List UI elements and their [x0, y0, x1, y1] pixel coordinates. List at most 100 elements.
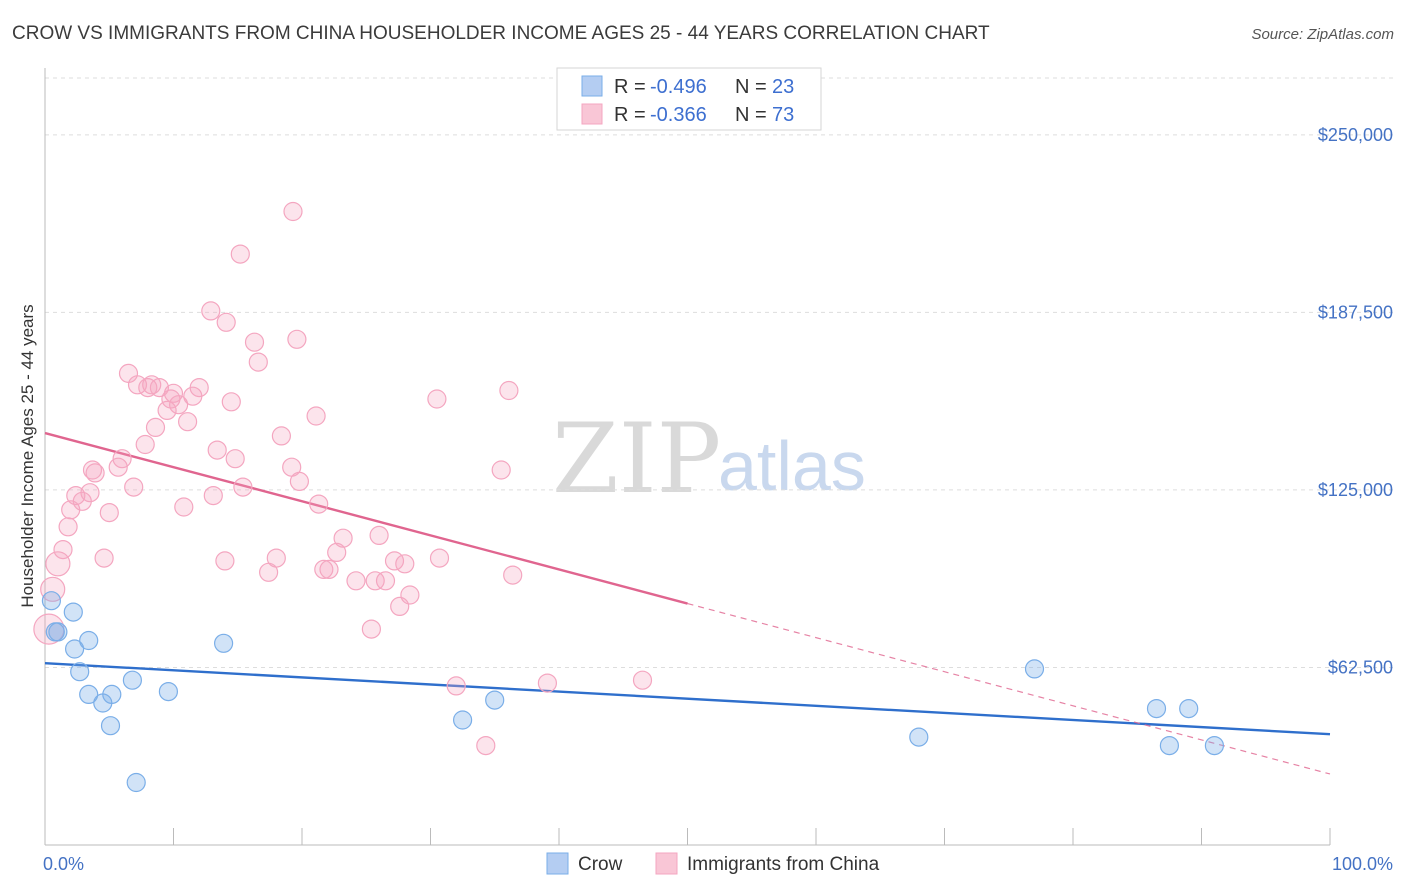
- point-china: [221, 392, 241, 412]
- point-china: [427, 389, 447, 409]
- y-tick-label: $62,500: [1328, 657, 1393, 677]
- point-china: [248, 352, 268, 372]
- point-china: [333, 528, 353, 548]
- point-crow: [1179, 698, 1199, 719]
- bottom-legend-label-china: Immigrants from China: [687, 854, 880, 875]
- point-china: [287, 329, 307, 349]
- point-crow: [453, 710, 473, 730]
- point-china: [149, 378, 169, 398]
- point-crow: [1146, 698, 1167, 719]
- legend-n-label-china: N =: [735, 104, 767, 126]
- point-china: [446, 676, 466, 696]
- legend-n-value-crow: 23: [772, 76, 794, 98]
- point-china: [201, 301, 221, 321]
- legend-box: R = -0.496 N = 23 R = -0.366 N = 73: [556, 67, 822, 131]
- point-china: [429, 548, 450, 568]
- point-china: [369, 525, 389, 546]
- point-china: [346, 571, 366, 591]
- point-crow: [100, 716, 121, 736]
- point-china: [375, 571, 396, 591]
- point-china: [395, 554, 415, 574]
- x-tick-label: 0.0%: [43, 854, 84, 874]
- y-tick-label: $125,000: [1318, 480, 1393, 500]
- point-china: [271, 426, 291, 446]
- point-crow: [1024, 659, 1045, 679]
- point-china: [503, 565, 523, 585]
- y-tick-label: $250,000: [1318, 125, 1393, 145]
- point-crow: [1204, 735, 1225, 756]
- point-china: [537, 673, 558, 693]
- point-china: [80, 483, 100, 503]
- point-china: [225, 449, 245, 469]
- bottom-legend: Crow Immigrants from China: [546, 852, 880, 875]
- axes: [44, 68, 1331, 846]
- legend-n-value-china: 73: [772, 104, 794, 126]
- point-china: [233, 477, 253, 497]
- point-crow: [63, 602, 83, 622]
- point-china: [99, 502, 119, 523]
- point-china: [309, 494, 329, 514]
- point-china: [491, 460, 511, 480]
- point-china: [314, 559, 334, 580]
- point-china: [327, 542, 347, 563]
- point-crow: [214, 633, 234, 653]
- point-china: [319, 559, 339, 580]
- point-china: [216, 312, 236, 332]
- point-crow: [909, 727, 929, 747]
- bottom-legend-swatch-crow: [546, 852, 569, 875]
- y-tick-label: $187,500: [1318, 302, 1393, 322]
- point-crow: [158, 681, 178, 702]
- legend-swatch-crow: [581, 75, 603, 97]
- point-china: [215, 551, 235, 571]
- point-china: [365, 571, 385, 591]
- point-china: [178, 412, 198, 432]
- point-china: [244, 332, 265, 352]
- point-china: [189, 378, 209, 398]
- gridlines: [45, 77, 1394, 668]
- watermark-zip: ZIP: [552, 403, 721, 515]
- point-china: [124, 477, 144, 497]
- point-china: [82, 460, 103, 480]
- point-china: [499, 380, 519, 401]
- point-china: [135, 434, 155, 455]
- point-china: [161, 389, 181, 409]
- point-china: [400, 585, 420, 605]
- point-china: [85, 463, 105, 483]
- point-crow: [485, 690, 505, 710]
- point-crow: [126, 772, 146, 793]
- trend-line-china-extrapolated: [687, 602, 1331, 775]
- point-crow: [41, 591, 62, 611]
- legend-swatch-china: [581, 103, 603, 125]
- point-crow: [64, 639, 85, 659]
- point-china: [361, 619, 381, 639]
- point-china: [306, 406, 326, 426]
- point-china: [58, 517, 78, 537]
- point-china: [283, 201, 303, 222]
- chart-title: CROW VS IMMIGRANTS FROM CHINA HOUSEHOLDE…: [12, 23, 990, 44]
- point-china: [174, 497, 194, 517]
- point-china: [157, 400, 177, 420]
- point-china: [476, 735, 496, 756]
- point-china: [289, 471, 309, 491]
- trend-line-china: [44, 431, 688, 605]
- point-china: [112, 449, 132, 469]
- legend-r-label-china: R =: [614, 104, 646, 126]
- y-tick-labels: $62,500 $125,000 $187,500 $250,000: [1318, 125, 1393, 678]
- point-china: [632, 670, 653, 690]
- point-crow: [102, 684, 122, 705]
- legend-r-value-crow: -0.496: [650, 76, 707, 98]
- point-china: [45, 551, 71, 577]
- point-crow: [45, 622, 65, 642]
- point-china: [53, 539, 73, 560]
- x-tick-labels: 0.0% 100.0%: [43, 854, 1393, 874]
- point-crow: [70, 662, 90, 682]
- legend-n-label-crow: N =: [735, 76, 767, 98]
- point-china: [94, 548, 114, 568]
- point-china: [145, 417, 166, 437]
- point-crow: [122, 670, 142, 690]
- point-crow: [79, 630, 99, 651]
- bottom-legend-label-crow: Crow: [578, 854, 623, 875]
- point-china: [207, 440, 227, 460]
- point-crow: [79, 684, 99, 705]
- point-china: [203, 486, 223, 506]
